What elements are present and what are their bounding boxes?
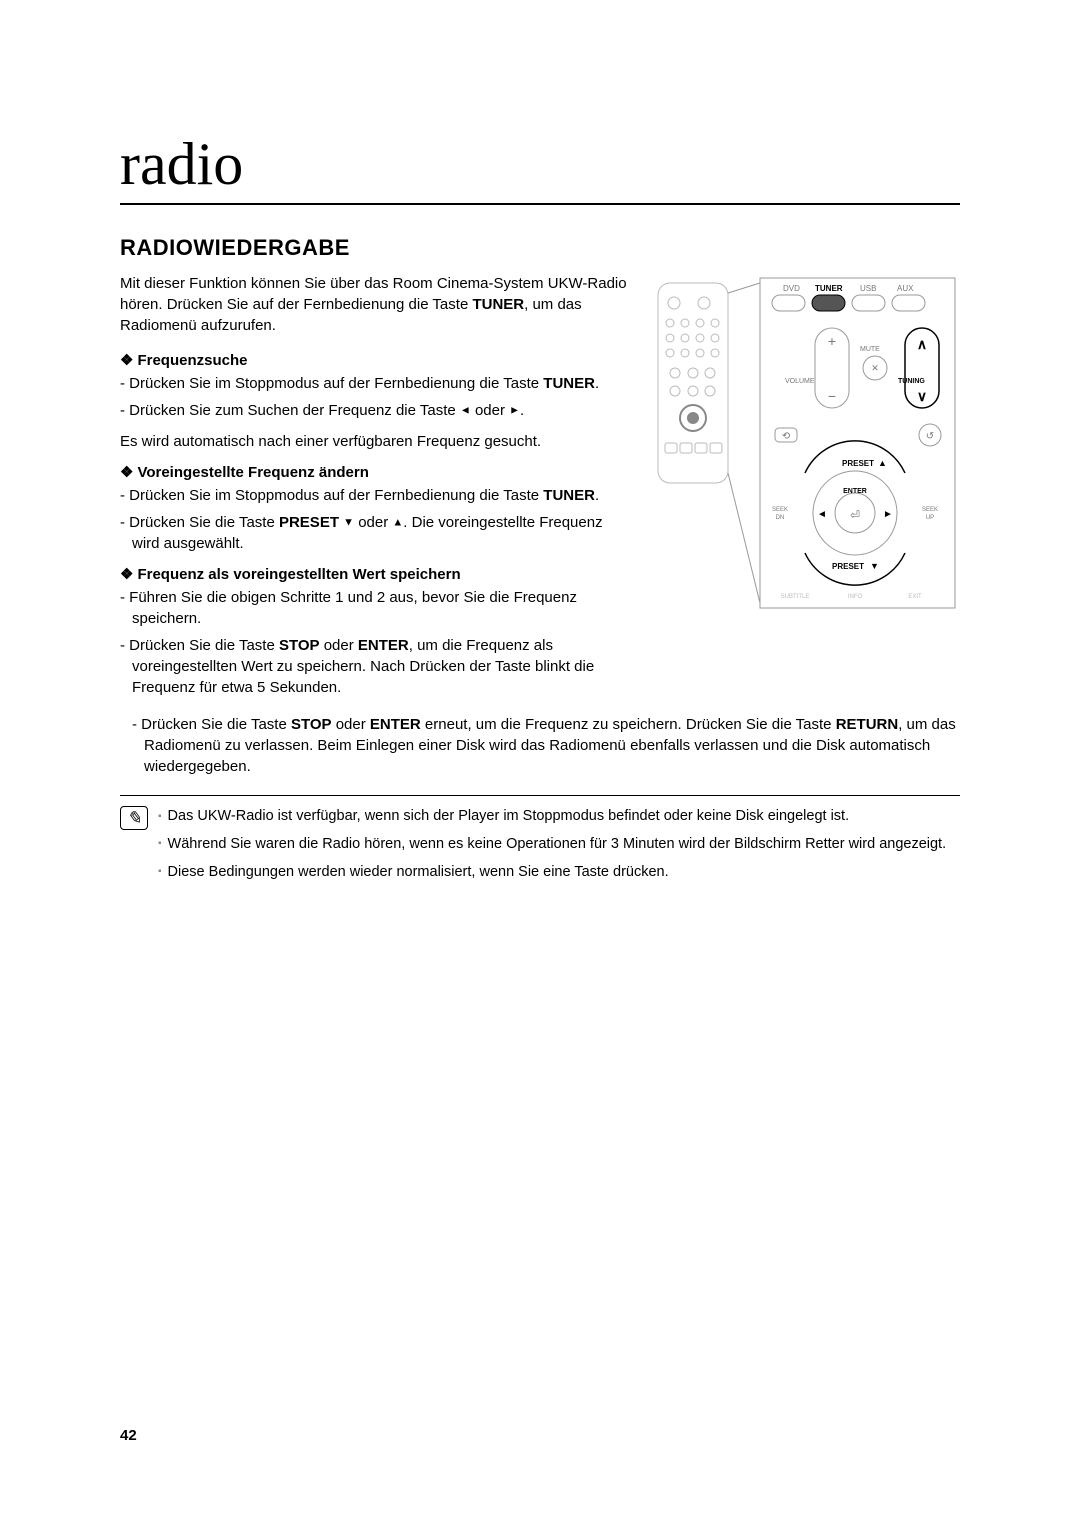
note-list: Das UKW-Radio ist verfügbar, wenn sich d… (158, 806, 946, 889)
svg-text:∧: ∧ (917, 336, 927, 352)
svg-text:∨: ∨ (917, 388, 927, 404)
preset-up-label: PRESET (842, 459, 874, 468)
intro-text: Mit dieser Funktion können Sie über das … (120, 273, 630, 336)
svg-text:◄: ◄ (817, 509, 827, 520)
sub3-line3: - Drücken Sie die Taste STOP oder ENTER … (120, 714, 960, 777)
remote-diagram: DVD TUNER USB AUX + − VOLUME ✕ MUTE (650, 273, 960, 708)
section-title: RADIOWIEDERGABE (120, 235, 960, 261)
dvd-label: DVD (783, 284, 800, 293)
svg-text:►: ► (883, 509, 893, 520)
sub2-line1: - Drücken Sie im Stoppmodus auf der Fern… (120, 485, 630, 506)
svg-text:▼: ▼ (870, 561, 879, 571)
intro-tuner: TUNER (472, 296, 524, 313)
left-arrow-icon: ◄ (460, 404, 471, 416)
tuner-label: TUNER (815, 284, 843, 293)
text-column: Mit dieser Funktion können Sie über das … (120, 273, 630, 708)
svg-text:UP: UP (926, 515, 934, 521)
sub1-title: ❖Frequenzsuche (120, 350, 630, 371)
sub3-line2: - Drücken Sie die Taste STOP oder ENTER,… (120, 635, 630, 698)
svg-text:INFO: INFO (848, 594, 863, 600)
diamond-bullet-icon: ❖ (120, 350, 133, 371)
diamond-bullet-icon: ❖ (120, 462, 133, 483)
enter-label: ENTER (843, 488, 867, 495)
svg-text:⏎: ⏎ (850, 508, 860, 522)
svg-text:−: − (828, 388, 836, 404)
svg-text:↺: ↺ (926, 431, 934, 442)
svg-text:+: + (828, 333, 836, 349)
sub2-title-text: Voreingestellte Frequenz ändern (137, 464, 368, 481)
sub1-line3: Es wird automatisch nach einer verfügbar… (120, 431, 630, 452)
note-block: ✎ Das UKW-Radio ist verfügbar, wenn sich… (120, 806, 960, 889)
svg-text:DN: DN (776, 515, 785, 521)
sub3-title-text: Frequenz als voreingestellten Wert speic… (137, 566, 460, 583)
preset-down-label: PRESET (832, 562, 864, 571)
sub2-title: ❖Voreingestellte Frequenz ändern (120, 462, 630, 483)
right-arrow-icon: ► (509, 404, 520, 416)
note-item-1: Das UKW-Radio ist verfügbar, wenn sich d… (158, 806, 946, 828)
usb-label: USB (860, 284, 876, 293)
divider (120, 795, 960, 796)
seek-dn-label: SEEK (772, 507, 788, 513)
remote-svg: DVD TUNER USB AUX + − VOLUME ✕ MUTE (650, 273, 960, 613)
down-arrow-icon: ▼ (343, 516, 354, 528)
note-item-2: Während Sie waren die Radio hören, wenn … (158, 834, 946, 856)
sub3-title: ❖Frequenz als voreingestellten Wert spei… (120, 564, 630, 585)
diamond-bullet-icon: ❖ (120, 564, 133, 585)
svg-text:⟲: ⟲ (782, 431, 791, 442)
tuning-label: TUNING (898, 378, 925, 385)
up-arrow-icon: ▲ (392, 516, 403, 528)
sub3-line1: - Führen Sie die obigen Schritte 1 und 2… (120, 587, 630, 629)
svg-text:▲: ▲ (878, 458, 887, 468)
note-icon: ✎ (120, 806, 148, 830)
sub2-line2: - Drücken Sie die Taste PRESET ▼ oder ▲.… (120, 512, 630, 554)
svg-text:✕: ✕ (871, 363, 879, 373)
aux-label: AUX (897, 284, 914, 293)
note-item-3: Diese Bedingungen werden wieder normalis… (158, 862, 946, 884)
sub1-line2: - Drücken Sie zum Suchen der Frequenz di… (120, 400, 630, 421)
svg-text:SUBTITLE: SUBTITLE (781, 594, 810, 600)
volume-label: VOLUME (785, 378, 815, 385)
page-number: 42 (120, 1427, 137, 1444)
main-title: radio (120, 130, 960, 205)
sub1-line1: - Drücken Sie im Stoppmodus auf der Fern… (120, 373, 630, 394)
seek-up-label: SEEK (922, 507, 938, 513)
sub1-title-text: Frequenzsuche (137, 352, 247, 369)
svg-text:EXIT: EXIT (908, 594, 922, 600)
mute-label: MUTE (860, 346, 880, 353)
